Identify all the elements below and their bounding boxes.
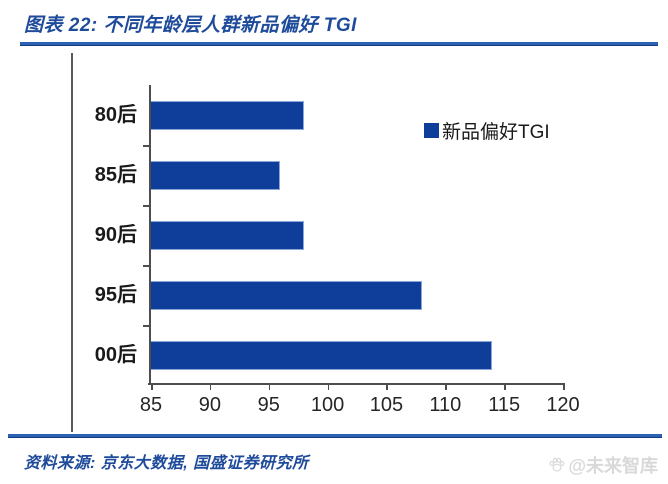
x-axis-tick [268,385,271,390]
x-axis-tick-label: 115 [488,394,521,416]
x-axis-tick [209,385,212,390]
y-axis-tick [143,325,150,327]
y-axis-category-label: 80后 [94,104,137,126]
y-axis-category-label: 85后 [94,164,137,186]
paw-icon [548,456,566,474]
bar [151,220,305,250]
x-axis-tick [504,385,506,390]
bar [151,280,422,310]
bar [151,160,281,190]
legend-swatch [424,123,439,138]
x-axis-tick [151,385,153,390]
x-axis-tick-label: 85 [139,394,163,416]
x-axis-tick [563,385,565,390]
x-axis-tick-label: 120 [546,394,580,416]
x-axis-tick [386,385,388,390]
y-axis-tick [143,205,150,207]
y-axis-category-label: 95后 [94,284,137,306]
left-border-line [71,53,73,432]
x-axis-tick-label: 105 [369,394,404,416]
chart-title: 图表 22: 不同年龄层人群新品偏好 TGI [24,15,357,36]
x-axis-tick [327,385,330,390]
legend: 新品偏好TGI [424,117,550,144]
y-axis-category-label: 00后 [94,344,137,366]
x-axis-tick-label: 100 [310,394,345,416]
y-axis-category-label: 90后 [94,224,137,246]
bar [151,340,493,370]
legend-label: 新品偏好TGI [442,122,550,143]
footer-rule [8,434,662,438]
x-axis-tick-label: 95 [257,394,280,416]
title-rule [20,42,658,46]
y-axis-tick [143,145,150,147]
x-axis-tick [445,385,447,390]
watermark-label: @未来智库 [568,456,658,476]
y-axis-tick [143,265,150,267]
x-axis-tick-label: 90 [198,394,221,416]
watermark: @未来智库 [548,452,658,478]
bar [151,100,305,130]
y-axis-line [149,85,151,385]
x-axis-tick-label: 110 [429,394,462,416]
x-axis-line [148,383,565,385]
source-note: 资料来源: 京东大数据, 国盛证券研究所 [24,455,309,472]
